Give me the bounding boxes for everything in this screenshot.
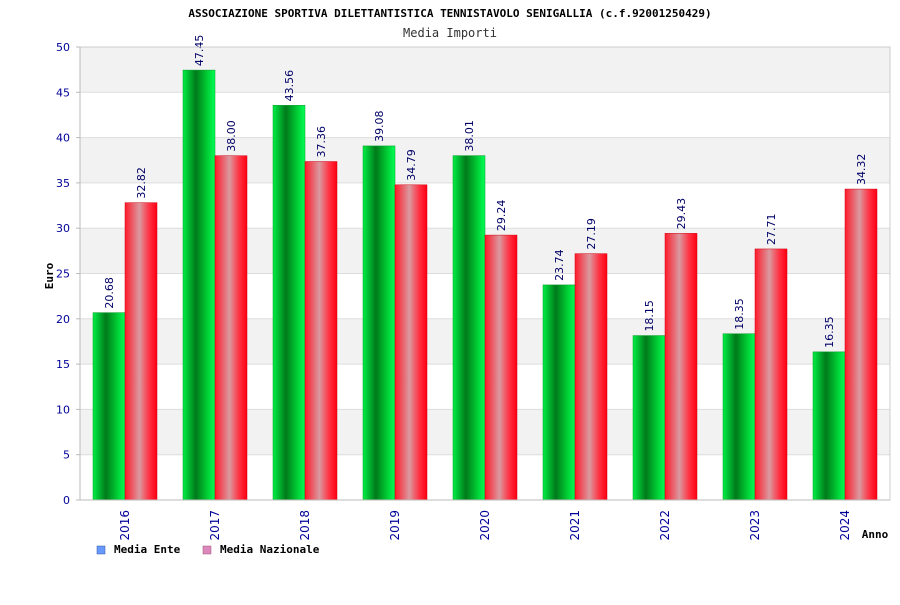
bar-media-ente-2018 <box>272 105 306 501</box>
y-tick-label: 35 <box>56 177 70 190</box>
bar-media-ente-2019 <box>362 145 396 501</box>
x-tick-label: 2024 <box>838 510 852 541</box>
bar-value-label: 16.35 <box>823 316 836 348</box>
bar-value-label: 37.36 <box>315 126 328 158</box>
bar-value-label: 38.00 <box>225 120 238 152</box>
chart-title: ASSOCIAZIONE SPORTIVA DILETTANTISTICA TE… <box>188 7 711 20</box>
x-axis-ticks: 2016 2017 2018 2019 2020 2021 2022 2023 2024 <box>118 510 852 541</box>
x-axis-label: Anno <box>862 528 889 541</box>
y-tick-label: 20 <box>56 313 70 326</box>
x-tick-label: 2017 <box>208 510 222 541</box>
bar-media-nazionale-2023 <box>754 248 788 501</box>
bar-value-label: 18.35 <box>733 298 746 330</box>
bar-media-nazionale-2018 <box>304 161 338 501</box>
legend: Media Ente Media Nazionale <box>96 543 320 556</box>
legend-label-media-nazionale: Media Nazionale <box>220 543 320 556</box>
x-tick-label: 2018 <box>298 510 312 541</box>
bar-value-label: 18.15 <box>643 300 656 332</box>
bar-value-label: 34.32 <box>855 154 868 186</box>
bar-media-nazionale-2017 <box>214 155 248 501</box>
legend-label-media-ente: Media Ente <box>114 543 181 556</box>
x-tick-label: 2022 <box>658 510 672 541</box>
x-tick-label: 2021 <box>568 510 582 541</box>
y-axis-ticks: 0 5 10 15 20 25 30 35 40 45 50 <box>56 41 70 507</box>
bar-media-ente-2016 <box>92 312 126 501</box>
bar-value-label: 29.24 <box>495 200 508 232</box>
bar-value-label: 27.19 <box>585 218 598 250</box>
y-tick-label: 40 <box>56 132 70 145</box>
bar-media-ente-2017 <box>182 69 216 501</box>
bar-media-ente-2024 <box>812 351 846 501</box>
bar-media-nazionale-2016 <box>124 202 158 501</box>
bar-value-label: 43.56 <box>283 70 296 102</box>
bar-media-ente-2020 <box>452 155 486 501</box>
bar-value-label: 23.74 <box>553 249 566 281</box>
y-tick-label: 0 <box>63 494 70 507</box>
x-tick-label: 2019 <box>388 510 402 541</box>
y-tick-label: 15 <box>56 358 70 371</box>
bar-value-label: 34.79 <box>405 149 418 181</box>
x-tick-label: 2023 <box>748 510 762 541</box>
y-axis-label: Euro <box>43 262 56 289</box>
bar-media-nazionale-2024 <box>844 188 878 501</box>
bar-value-label: 27.71 <box>765 213 778 245</box>
chart-subtitle: Media Importi <box>403 26 497 40</box>
bar-media-ente-2022 <box>632 335 666 501</box>
bar-labels-group: 20.68 32.82 47.45 38.00 43.56 37.36 39.08 34.79… <box>103 35 868 348</box>
legend-swatch-media-nazionale <box>202 545 212 555</box>
bar-value-label: 20.68 <box>103 277 116 309</box>
x-tick-label: 2016 <box>118 510 132 541</box>
bar-media-nazionale-2019 <box>394 184 428 501</box>
bar-value-label: 39.08 <box>373 110 386 142</box>
bar-media-nazionale-2022 <box>664 233 698 501</box>
bar-value-label: 47.45 <box>193 35 206 67</box>
y-tick-label: 25 <box>56 268 70 281</box>
bar-value-label: 29.43 <box>675 198 688 230</box>
bar-media-ente-2023 <box>722 333 756 501</box>
bar-value-label: 32.82 <box>135 167 148 199</box>
bar-media-ente-2021 <box>542 284 576 501</box>
y-tick-label: 50 <box>56 41 70 54</box>
y-tick-label: 5 <box>63 449 70 462</box>
y-tick-label: 10 <box>56 403 70 416</box>
bar-media-nazionale-2020 <box>484 234 518 501</box>
y-tick-label: 45 <box>56 86 70 99</box>
bar-media-nazionale-2021 <box>574 253 608 501</box>
legend-swatch-media-ente <box>96 545 106 555</box>
bars-group <box>92 69 878 501</box>
y-tick-label: 30 <box>56 222 70 235</box>
bar-value-label: 38.01 <box>463 120 476 152</box>
x-tick-label: 2020 <box>478 510 492 541</box>
